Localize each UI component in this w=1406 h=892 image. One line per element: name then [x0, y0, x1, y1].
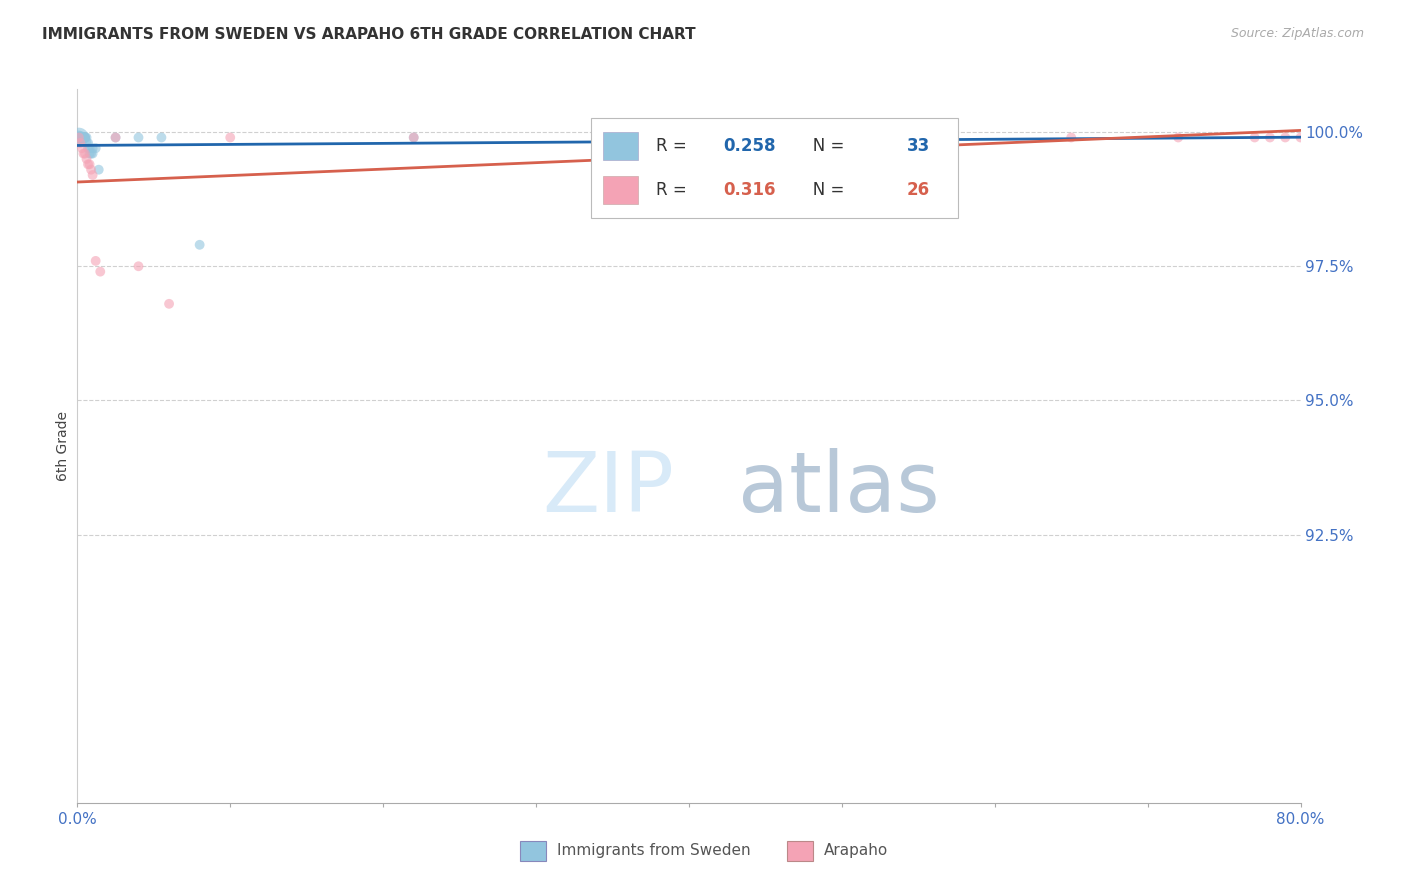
Text: Source: ZipAtlas.com: Source: ZipAtlas.com: [1230, 27, 1364, 40]
Point: [72, 130, 94, 145]
Point: [73, 130, 96, 145]
Text: N =: N =: [797, 181, 849, 199]
Point: [82, 141, 104, 155]
Point: [67, 130, 90, 145]
Point: [76, 136, 98, 150]
Point: [647, 130, 669, 145]
Text: IMMIGRANTS FROM SWEDEN VS ARAPAHO 6TH GRADE CORRELATION CHART: IMMIGRANTS FROM SWEDEN VS ARAPAHO 6TH GR…: [42, 27, 696, 42]
Point: [754, 130, 776, 145]
Point: [127, 130, 149, 145]
Text: 0.258: 0.258: [723, 136, 776, 154]
Point: [89, 265, 111, 279]
Point: [80, 146, 103, 161]
Point: [77, 136, 100, 150]
Point: [77, 157, 100, 171]
Point: [72, 146, 94, 161]
Bar: [787, 841, 813, 861]
Bar: [603, 176, 637, 203]
Text: 26: 26: [907, 181, 929, 199]
Point: [76, 130, 98, 145]
Point: [67, 130, 90, 145]
Point: [73, 130, 96, 145]
Point: [69, 130, 91, 145]
Point: [70, 141, 93, 155]
Text: 33: 33: [907, 136, 929, 154]
Point: [402, 130, 425, 145]
Point: [70, 130, 93, 145]
Text: Arapaho: Arapaho: [824, 844, 889, 858]
Point: [150, 130, 173, 145]
Point: [157, 297, 180, 311]
Point: [82, 146, 104, 161]
Point: [73, 130, 96, 145]
Point: [188, 237, 211, 252]
Text: R =: R =: [657, 181, 692, 199]
Point: [104, 130, 127, 145]
Point: [69, 136, 91, 150]
Text: ZIP: ZIP: [543, 449, 673, 529]
Point: [1243, 130, 1265, 145]
Point: [1258, 130, 1281, 145]
Point: [127, 259, 149, 273]
Point: [104, 130, 127, 145]
Point: [907, 130, 929, 145]
Point: [69, 130, 91, 145]
FancyBboxPatch shape: [591, 118, 957, 218]
Point: [1274, 130, 1296, 145]
Point: [678, 130, 700, 145]
Text: 0.316: 0.316: [723, 181, 776, 199]
Point: [402, 130, 425, 145]
Point: [219, 130, 242, 145]
Point: [67, 130, 90, 145]
Point: [84, 253, 107, 268]
Point: [602, 130, 624, 145]
Point: [73, 130, 96, 145]
Text: Immigrants from Sweden: Immigrants from Sweden: [557, 844, 751, 858]
Point: [73, 146, 96, 161]
Point: [72, 130, 94, 145]
Point: [1060, 130, 1083, 145]
Point: [76, 152, 98, 166]
Point: [79, 157, 101, 171]
Point: [79, 146, 101, 161]
Text: R =: R =: [657, 136, 692, 154]
Point: [79, 141, 101, 155]
Point: [617, 130, 640, 145]
Point: [602, 130, 624, 145]
Bar: [520, 841, 546, 861]
Point: [84, 141, 107, 155]
Text: N =: N =: [797, 136, 849, 154]
Point: [70, 130, 93, 145]
Point: [1289, 130, 1312, 145]
Point: [77, 141, 100, 155]
Bar: [603, 132, 637, 160]
Point: [1167, 130, 1189, 145]
Y-axis label: 6th Grade: 6th Grade: [56, 411, 70, 481]
Point: [80, 162, 103, 177]
Point: [82, 168, 104, 182]
Text: atlas: atlas: [738, 449, 939, 529]
Point: [87, 162, 110, 177]
Point: [70, 130, 93, 145]
